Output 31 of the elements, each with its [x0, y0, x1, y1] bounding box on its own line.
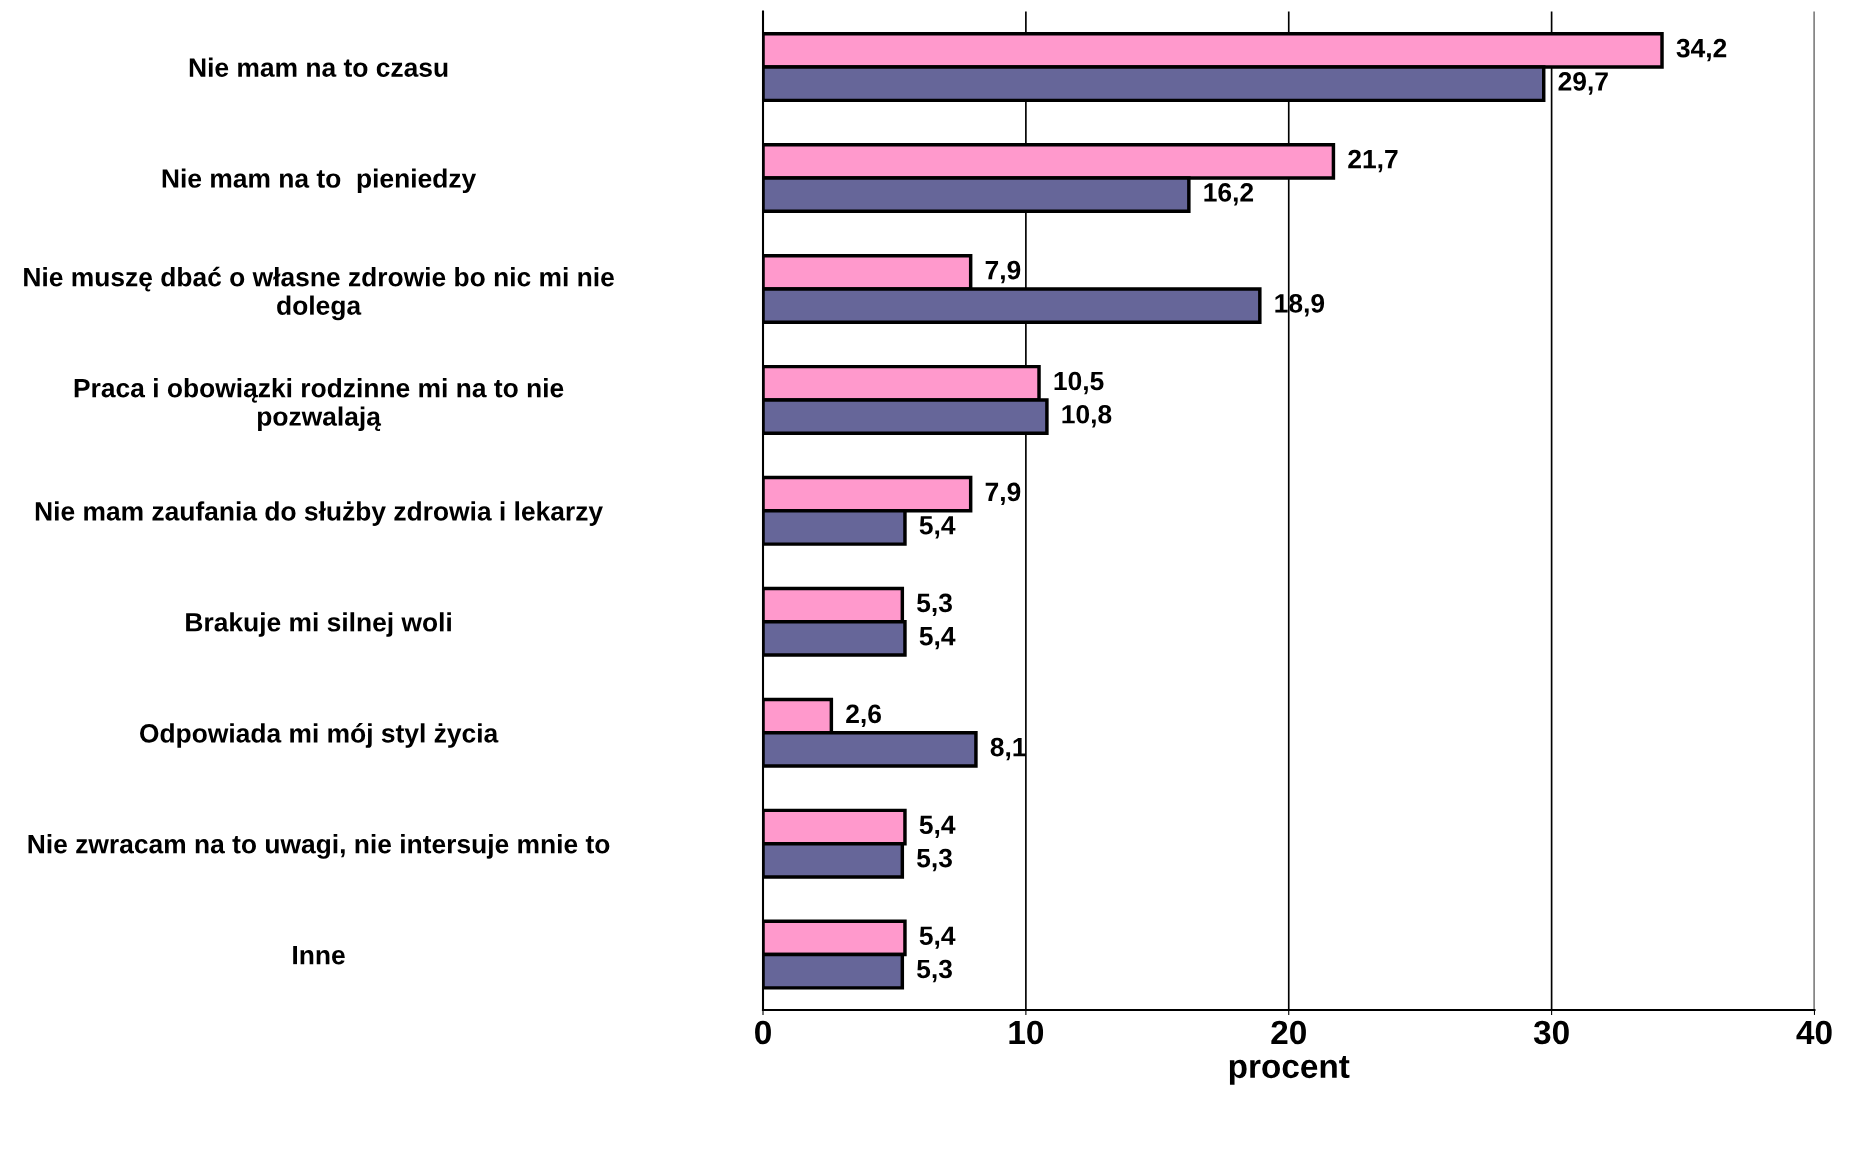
- data-label: 5,4: [919, 815, 956, 838]
- x-axis-title: procent: [1229, 1056, 1350, 1085]
- x-tick-label: 40: [1796, 1020, 1832, 1045]
- y-tick-label: Nie mam na to pieniedzy: [162, 168, 477, 194]
- data-label: 5,4: [919, 627, 956, 650]
- data-label: 7,9: [985, 482, 1021, 506]
- data-label: 5,4: [919, 926, 956, 949]
- y-tick-label: Odpowiada mi mój styl życia: [140, 723, 499, 748]
- x-tick-label: 20: [1271, 1020, 1306, 1045]
- data-label: 5,3: [917, 593, 952, 617]
- y-tick-label: Nie muszę dbać o własne zdrowie bo nic mi nie dolega: [24, 266, 614, 321]
- y-tick-label: Nie mam zaufania do służby zdrowia i lekarzy: [35, 501, 603, 526]
- data-label: 29,7: [1558, 72, 1608, 95]
- data-label: 16,2: [1204, 183, 1254, 206]
- data-label: 5,4: [919, 516, 956, 539]
- y-tick-label: Inne: [293, 946, 345, 965]
- data-label: 34,2: [1676, 38, 1727, 62]
- data-label: 10,8: [1062, 404, 1112, 428]
- data-label: 2,6: [846, 704, 881, 727]
- y-tick-label: Praca i obowiązki rodzinne mi na to nie pozwalają: [74, 378, 564, 432]
- x-tick-label: 0: [755, 1020, 771, 1045]
- y-tick-label: Nie mam na to czasu: [189, 57, 448, 77]
- x-tick-label: 10: [1009, 1020, 1044, 1045]
- y-tick-label: Nie zwracam na to uwagi, nie intersuje mnie to: [28, 834, 610, 859]
- data-label: 5,3: [917, 848, 952, 872]
- data-label: 5,3: [917, 959, 952, 983]
- x-tick-label: 30: [1533, 1020, 1569, 1045]
- y-tick-label: Brakuje mi silnej woli: [186, 612, 451, 637]
- data-label: 7,9: [985, 260, 1021, 284]
- data-label: 10,5: [1054, 371, 1104, 395]
- data-label: 21,7: [1348, 149, 1398, 173]
